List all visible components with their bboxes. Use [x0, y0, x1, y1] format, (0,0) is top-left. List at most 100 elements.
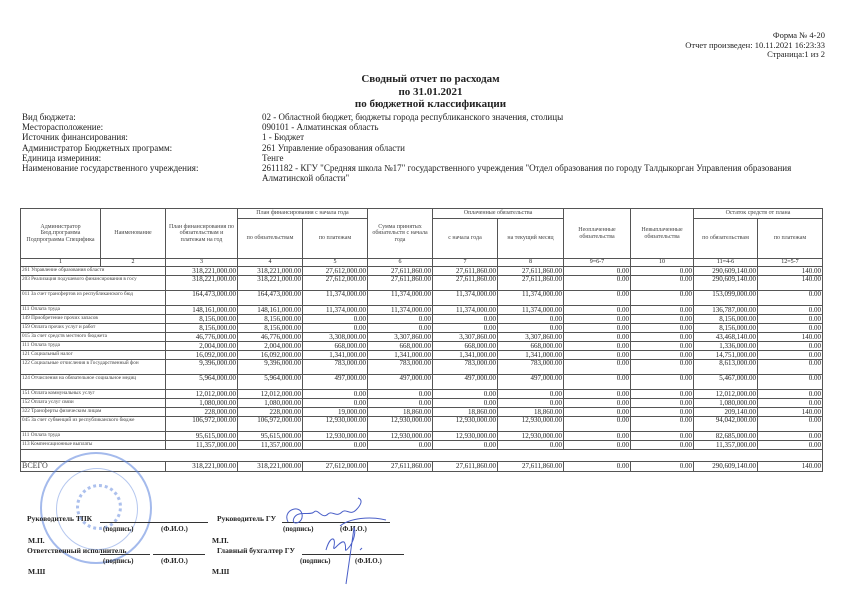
value-cell: 0.00 — [630, 305, 694, 315]
value-cell: 0.00 — [563, 341, 631, 351]
value-cell: 0.00 — [563, 440, 631, 450]
table-row: 111 Оплата труда 95,615,000.00 95,615,000.… — [20, 431, 823, 441]
handwritten-signature — [286, 497, 387, 585]
value-cell: 11,374,000.00 — [497, 305, 564, 315]
value-cell: 8,156,000.00 — [165, 314, 238, 324]
row-name: 011 За счет трансфертов из республиканск… — [20, 290, 166, 306]
value-cell: 0.00 — [563, 323, 631, 333]
value-cell: 0.00 — [757, 389, 823, 399]
table-row: 011 За счет трансфертов из республиканск… — [20, 290, 823, 306]
value-cell: 0.00 — [367, 440, 433, 450]
value-cell: 0.00 — [563, 416, 631, 432]
value-cell: 0.00 — [302, 398, 368, 408]
value-cell: 18,860.00 — [497, 407, 564, 417]
row-name: 111 Оплата труда — [20, 431, 166, 441]
value-cell: 497,000.00 — [432, 374, 498, 390]
value-cell: 12,012,000.00 — [693, 389, 758, 399]
total-value-cell: 290,609,140.00 — [693, 461, 758, 472]
value-cell: 0.00 — [757, 416, 823, 432]
header-plan-from-start: План финансирования с начала года — [237, 208, 368, 219]
value-cell: 11,374,000.00 — [367, 305, 433, 315]
value-cell: 3,307,860.00 — [432, 332, 498, 342]
signature-hint: (подпись) — [300, 557, 331, 565]
value-cell: 0.00 — [630, 359, 694, 375]
value-cell: 668,000.00 — [432, 341, 498, 351]
table-row: 152 Оплата услуг связи 1,080,000.00 1,080,… — [20, 398, 823, 408]
value-cell: 0.00 — [497, 323, 564, 333]
total-value-cell: 0.00 — [563, 461, 631, 472]
value-cell: 140.00 — [757, 407, 823, 417]
value-cell: 82,685,000.00 — [693, 431, 758, 441]
value-cell: 0.00 — [630, 350, 694, 360]
header-by-obligations: по обязательствам — [237, 218, 303, 259]
value-cell: 0.00 — [432, 398, 498, 408]
header-by-payments: по платежам — [302, 218, 368, 259]
table-row: 124 Отчисления на обязательное социально… — [20, 374, 823, 390]
table-row: 149 Приобретение прочих запасов 8,156,000… — [20, 314, 823, 324]
total-row: ВСЕГО 318,221,000.00 318,221,000.00 27,612,… — [20, 461, 823, 472]
value-cell: 148,161,000.00 — [165, 305, 238, 315]
produced-timestamp: Отчет произведен: 10.11.2021 16:23:33 — [685, 39, 825, 50]
value-cell: 0.00 — [497, 398, 564, 408]
total-value-cell: 27,612,000.00 — [302, 461, 368, 472]
info-value: Тенге — [262, 152, 284, 163]
info-label: Администратор Бюджетных программ: — [22, 142, 173, 153]
value-cell: 5,964,000.00 — [237, 374, 303, 390]
value-cell: 0.00 — [563, 290, 631, 306]
total-value-cell: 27,611,860.00 — [432, 461, 498, 472]
value-cell: 0.00 — [630, 431, 694, 441]
signature-hint: (подпись) — [103, 557, 134, 565]
row-name: 122 Социальные отчисления в Государствен… — [20, 359, 166, 375]
value-cell: 9,396,000.00 — [165, 359, 238, 375]
title-line: Сводный отчет по расходам — [361, 73, 500, 85]
value-cell: 8,156,000.00 — [693, 314, 758, 324]
value-cell: 0.00 — [497, 440, 564, 450]
value-cell: 0.00 — [563, 359, 631, 375]
value-cell: 0.00 — [497, 314, 564, 324]
info-label: Месторасположение: — [22, 122, 104, 133]
table-row: 015 За счет средств местного бюджета 46,7… — [20, 332, 823, 342]
row-name: 203 Реализация подушевого финансирования… — [20, 275, 166, 291]
value-cell: 0.00 — [367, 398, 433, 408]
value-cell: 8,156,000.00 — [237, 323, 303, 333]
fio-hint: (Ф.И.О.) — [355, 557, 382, 565]
row-name: 322 Трансферты физическим лицам — [20, 407, 166, 417]
value-cell: 1,080,000.00 — [165, 398, 238, 408]
signature-hint: (подпись) — [283, 525, 314, 533]
value-cell: 0.00 — [757, 440, 823, 450]
value-cell: 27,611,860.00 — [367, 266, 433, 276]
header-rem-obligations: по обязательствам — [693, 218, 758, 259]
header-plan-year: План финансирования по обязательствам и … — [165, 208, 238, 259]
value-cell: 27,612,000.00 — [302, 266, 368, 276]
index-cell: 2 — [100, 258, 166, 267]
chief-accountant-label: Главный бухгалтер ГУ — [217, 546, 296, 555]
table-row: 111 Оплата труда 2,004,000.00 2,004,000.00… — [20, 341, 823, 351]
fio-hint: (Ф.И.О.) — [161, 557, 188, 565]
value-cell: 18,860.00 — [432, 407, 498, 417]
row-name: 159 Оплата прочих услуг и работ — [20, 323, 166, 333]
mp-label: М.П. — [28, 536, 45, 545]
index-cell: 4 — [237, 258, 303, 267]
signature-line — [282, 522, 390, 523]
value-cell: 0.00 — [432, 440, 498, 450]
value-cell: 16,092,000.00 — [237, 350, 303, 360]
value-cell: 318,221,000.00 — [237, 275, 303, 291]
value-cell: 0.00 — [630, 374, 694, 390]
value-cell: 164,473,000.00 — [165, 290, 238, 306]
fio-hint: (Ф.И.О.) — [161, 525, 188, 533]
index-cell: 3 — [165, 258, 238, 267]
value-cell: 0.00 — [563, 332, 631, 342]
value-cell: 8,613,000.00 — [693, 359, 758, 375]
msh-label: М.Ш — [28, 567, 46, 576]
value-cell: 12,930,000.00 — [367, 431, 433, 441]
value-cell: 0.00 — [302, 389, 368, 399]
value-cell: 318,221,000.00 — [165, 266, 238, 276]
header-paid-month: на текущий месяц — [497, 218, 564, 259]
value-cell: 0.00 — [563, 350, 631, 360]
value-cell: 11,374,000.00 — [432, 290, 498, 306]
value-cell: 11,357,000.00 — [693, 440, 758, 450]
value-cell: 27,611,860.00 — [367, 275, 433, 291]
table-row: 122 Социальные отчисления в Государствен… — [20, 359, 823, 375]
value-cell: 140.00 — [757, 275, 823, 291]
value-cell: 5,467,000.00 — [693, 374, 758, 390]
